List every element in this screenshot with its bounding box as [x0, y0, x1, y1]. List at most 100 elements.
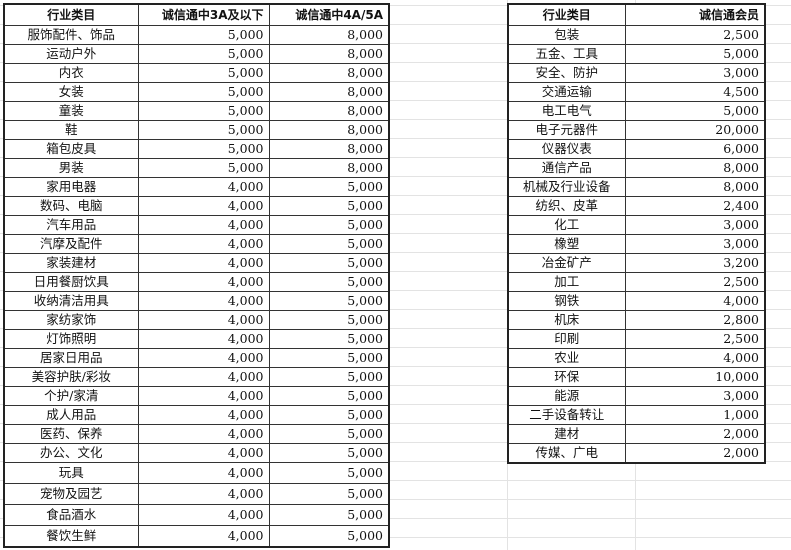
category-cell[interactable]: 个护/家清 — [3, 386, 139, 406]
price-cell[interactable]: 5,000 — [268, 215, 390, 235]
price-cell[interactable]: 5,000 — [268, 443, 390, 463]
category-cell[interactable]: 安全、防护 — [507, 63, 626, 83]
price-cell[interactable]: 4,000 — [137, 386, 270, 406]
category-cell[interactable]: 建材 — [507, 424, 626, 444]
price-cell[interactable]: 5,000 — [268, 272, 390, 292]
category-cell[interactable]: 服饰配件、饰品 — [3, 25, 139, 45]
price-cell[interactable]: 5,000 — [268, 462, 390, 484]
category-cell[interactable]: 化工 — [507, 215, 626, 235]
price-cell[interactable]: 5,000 — [137, 25, 270, 45]
column-header[interactable]: 诚信通中4A/5A — [268, 3, 390, 26]
category-cell[interactable]: 宠物及园艺 — [3, 483, 139, 505]
price-cell[interactable]: 5,000 — [268, 405, 390, 425]
price-cell[interactable]: 4,500 — [624, 82, 766, 102]
category-cell[interactable]: 包装 — [507, 25, 626, 45]
category-cell[interactable]: 内衣 — [3, 63, 139, 83]
price-cell[interactable]: 8,000 — [268, 25, 390, 45]
category-cell[interactable]: 收纳清洁用具 — [3, 291, 139, 311]
price-cell[interactable]: 5,000 — [624, 44, 766, 64]
column-header[interactable]: 行业类目 — [3, 3, 139, 26]
price-cell[interactable]: 4,000 — [137, 525, 270, 548]
category-cell[interactable]: 灯饰照明 — [3, 329, 139, 349]
category-cell[interactable]: 仪器仪表 — [507, 139, 626, 159]
category-cell[interactable]: 餐饮生鲜 — [3, 525, 139, 548]
price-cell[interactable]: 10,000 — [624, 367, 766, 387]
category-cell[interactable]: 交通运输 — [507, 82, 626, 102]
price-cell[interactable]: 4,000 — [137, 272, 270, 292]
category-cell[interactable]: 传媒、广电 — [507, 443, 626, 464]
category-cell[interactable]: 电工电气 — [507, 101, 626, 121]
category-cell[interactable]: 医药、保养 — [3, 424, 139, 444]
price-cell[interactable]: 5,000 — [268, 291, 390, 311]
price-cell[interactable]: 8,000 — [268, 139, 390, 159]
category-cell[interactable]: 橡塑 — [507, 234, 626, 254]
price-cell[interactable]: 4,000 — [137, 234, 270, 254]
price-cell[interactable]: 5,000 — [268, 348, 390, 368]
category-cell[interactable]: 农业 — [507, 348, 626, 368]
price-cell[interactable]: 8,000 — [268, 101, 390, 121]
price-cell[interactable]: 4,000 — [137, 424, 270, 444]
price-cell[interactable]: 5,000 — [268, 329, 390, 349]
price-cell[interactable]: 8,000 — [624, 158, 766, 178]
category-cell[interactable]: 汽摩及配件 — [3, 234, 139, 254]
price-cell[interactable]: 5,000 — [137, 63, 270, 83]
price-cell[interactable]: 4,000 — [137, 405, 270, 425]
price-cell[interactable]: 8,000 — [268, 158, 390, 178]
price-cell[interactable]: 5,000 — [268, 367, 390, 387]
category-cell[interactable]: 机械及行业设备 — [507, 177, 626, 197]
price-cell[interactable]: 5,000 — [268, 424, 390, 444]
price-cell[interactable]: 3,200 — [624, 253, 766, 273]
price-cell[interactable]: 6,000 — [624, 139, 766, 159]
category-cell[interactable]: 二手设备转让 — [507, 405, 626, 425]
category-cell[interactable]: 成人用品 — [3, 405, 139, 425]
category-cell[interactable]: 钢铁 — [507, 291, 626, 311]
price-cell[interactable]: 4,000 — [137, 215, 270, 235]
price-cell[interactable]: 8,000 — [624, 177, 766, 197]
price-cell[interactable]: 2,000 — [624, 443, 766, 464]
price-cell[interactable]: 3,000 — [624, 215, 766, 235]
category-cell[interactable]: 女装 — [3, 82, 139, 102]
price-cell[interactable]: 5,000 — [624, 101, 766, 121]
price-cell[interactable]: 2,500 — [624, 272, 766, 292]
price-cell[interactable]: 4,000 — [137, 483, 270, 505]
price-cell[interactable]: 4,000 — [624, 348, 766, 368]
category-cell[interactable]: 通信产品 — [507, 158, 626, 178]
price-cell[interactable]: 5,000 — [268, 504, 390, 526]
category-cell[interactable]: 居家日用品 — [3, 348, 139, 368]
price-cell[interactable]: 4,000 — [137, 253, 270, 273]
price-cell[interactable]: 2,500 — [624, 25, 766, 45]
category-cell[interactable]: 鞋 — [3, 120, 139, 140]
price-cell[interactable]: 5,000 — [268, 483, 390, 505]
price-cell[interactable]: 2,500 — [624, 329, 766, 349]
category-cell[interactable]: 电子元器件 — [507, 120, 626, 140]
price-cell[interactable]: 5,000 — [268, 253, 390, 273]
price-cell[interactable]: 3,000 — [624, 234, 766, 254]
price-cell[interactable]: 4,000 — [137, 348, 270, 368]
price-cell[interactable]: 5,000 — [137, 101, 270, 121]
price-cell[interactable]: 2,400 — [624, 196, 766, 216]
column-header[interactable]: 诚信通中3A及以下 — [137, 3, 270, 26]
column-header[interactable]: 行业类目 — [507, 3, 626, 26]
price-cell[interactable]: 5,000 — [137, 158, 270, 178]
price-cell[interactable]: 1,000 — [624, 405, 766, 425]
category-cell[interactable]: 印刷 — [507, 329, 626, 349]
column-header[interactable]: 诚信通会员 — [624, 3, 766, 26]
price-cell[interactable]: 4,000 — [137, 329, 270, 349]
category-cell[interactable]: 环保 — [507, 367, 626, 387]
category-cell[interactable]: 食品酒水 — [3, 504, 139, 526]
category-cell[interactable]: 男装 — [3, 158, 139, 178]
category-cell[interactable]: 箱包皮具 — [3, 139, 139, 159]
price-cell[interactable]: 2,800 — [624, 310, 766, 330]
price-cell[interactable]: 4,000 — [137, 443, 270, 463]
price-cell[interactable]: 5,000 — [137, 44, 270, 64]
price-cell[interactable]: 4,000 — [624, 291, 766, 311]
price-cell[interactable]: 5,000 — [268, 196, 390, 216]
price-cell[interactable]: 4,000 — [137, 367, 270, 387]
price-cell[interactable]: 3,000 — [624, 386, 766, 406]
category-cell[interactable]: 家用电器 — [3, 177, 139, 197]
price-cell[interactable]: 5,000 — [268, 177, 390, 197]
price-cell[interactable]: 4,000 — [137, 462, 270, 484]
category-cell[interactable]: 美容护肤/彩妆 — [3, 367, 139, 387]
price-cell[interactable]: 5,000 — [268, 310, 390, 330]
price-cell[interactable]: 20,000 — [624, 120, 766, 140]
